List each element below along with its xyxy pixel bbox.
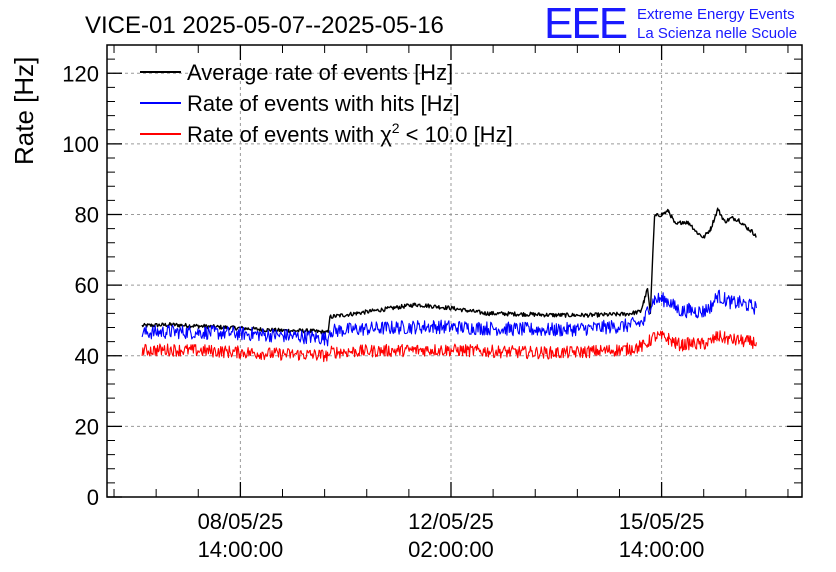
legend-label-average-rate: Average rate of events [Hz] <box>187 60 453 85</box>
grid <box>107 45 802 497</box>
y-tick-label: 20 <box>75 414 99 439</box>
legend-chi2-suffix: < 10.0 [Hz] <box>400 122 513 147</box>
x-tick-label-time: 14:00:00 <box>198 537 284 562</box>
eee-logo-letters: EEE <box>544 0 628 48</box>
legend-chi2-superscript: 2 <box>392 120 400 136</box>
eee-logo-line2: La Scienza nelle Scuole <box>637 25 798 42</box>
series-line-average-rate <box>141 207 757 335</box>
x-tick-label-date: 08/05/25 <box>198 509 284 534</box>
series-line-hits-rate <box>141 289 757 347</box>
legend-chi2-prefix: Rate of events with χ <box>187 122 392 147</box>
y-tick-label: 100 <box>62 132 99 157</box>
y-tick-label: 0 <box>87 485 99 510</box>
y-tick-label: 40 <box>75 344 99 369</box>
chart-title: VICE-01 2025-05-07--2025-05-16 <box>85 12 444 39</box>
y-tick-label: 60 <box>75 273 99 298</box>
axis-tick-labels: 0 20 40 60 80 100 120 08/05/25 14:00:00 12/05/25 0… <box>62 61 704 562</box>
eee-logo: EEE Extreme Energy Events La Scienza nel… <box>540 2 830 46</box>
legend-label-hits-rate: Rate of events with hits [Hz] <box>187 91 460 116</box>
x-tick-label-time: 14:00:00 <box>619 537 705 562</box>
x-tick-label-date: 12/05/25 <box>408 509 494 534</box>
legend-label-chi2-rate: Rate of events with χ2 < 10.0 [Hz] <box>187 120 513 147</box>
series-line-chi2-rate <box>141 330 757 363</box>
legend: Average rate of events [Hz] Rate of even… <box>140 60 513 147</box>
y-axis-label: Rate [Hz] <box>9 57 39 165</box>
x-tick-label-date: 15/05/25 <box>619 509 705 534</box>
series-lines <box>141 207 757 363</box>
eee-logo-line1: Extreme Energy Events <box>637 6 795 23</box>
axis-ticks <box>107 44 802 498</box>
x-tick-label-time: 02:00:00 <box>408 537 494 562</box>
y-tick-label: 120 <box>62 61 99 86</box>
y-tick-label: 80 <box>75 203 99 228</box>
